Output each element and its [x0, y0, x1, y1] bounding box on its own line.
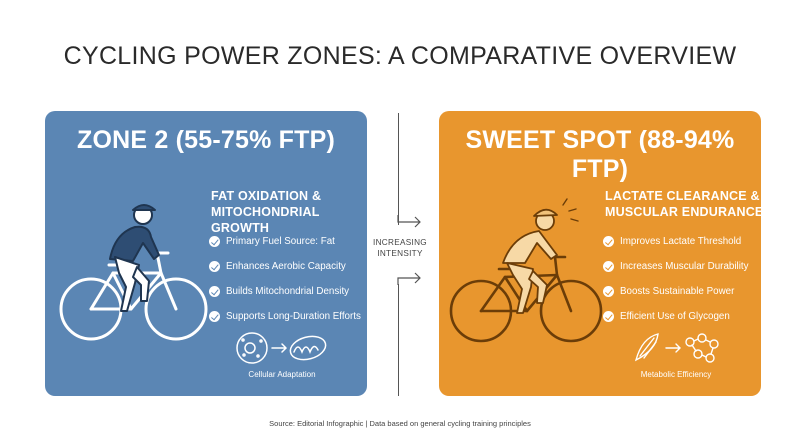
- zone2-icon-label: Cellular Adaptation: [248, 370, 316, 379]
- list-item: Boosts Sustainable Power: [603, 279, 761, 304]
- arrow-right-icon: [397, 215, 421, 228]
- page-title: CYCLING POWER ZONES: A COMPARATIVE OVERV…: [63, 42, 737, 70]
- mitochondria-icon: [236, 332, 327, 364]
- check-circle-icon: [209, 261, 220, 272]
- arrow-right-icon: [397, 272, 421, 285]
- check-circle-icon: [209, 286, 220, 297]
- zone2-feature-list: Primary Fuel Source: Fat Enhances Aerobi…: [209, 229, 367, 329]
- sweet-spot-heading: SWEET SPOT (88-94% FTP): [465, 126, 735, 183]
- check-circle-icon: [603, 286, 614, 297]
- list-item: Increases Muscular Durability: [603, 254, 761, 279]
- divider-line: [398, 284, 399, 396]
- check-circle-icon: [209, 236, 220, 247]
- source-note: Source: Editorial Infographic | Data bas…: [269, 419, 531, 428]
- check-circle-icon: [603, 261, 614, 272]
- cyclist-effort-icon: [449, 198, 603, 343]
- sweet-spot-subtitle: LACTATE CLEARANCE & MUSCULAR ENDURANCE: [605, 189, 761, 219]
- list-item: Enhances Aerobic Capacity: [209, 254, 367, 279]
- muscle-molecule-icon: [634, 333, 719, 363]
- list-item: Efficient Use of Glycogen: [603, 304, 761, 329]
- list-item: Supports Long-Duration Efforts: [209, 304, 367, 329]
- cyclist-relaxed-icon: [59, 204, 208, 341]
- zone2-card: ZONE 2 (55-75% FTP) FAT OXIDATION & MITO…: [45, 111, 367, 396]
- sweet-spot-feature-list: Improves Lactate Threshold Increases Mus…: [603, 229, 761, 329]
- divider-line: [398, 113, 399, 225]
- list-item: Builds Mitochondrial Density: [209, 279, 367, 304]
- list-item: Primary Fuel Source: Fat: [209, 229, 367, 254]
- check-circle-icon: [603, 236, 614, 247]
- check-circle-icon: [603, 311, 614, 322]
- sweet-spot-icon-label: Metabolic Efficiency: [640, 370, 712, 379]
- check-circle-icon: [209, 311, 220, 322]
- intensity-label: INCREASING INTENSITY: [373, 238, 427, 258]
- list-item: Improves Lactate Threshold: [603, 229, 761, 254]
- zone2-heading: ZONE 2 (55-75% FTP): [76, 126, 336, 154]
- sweet-spot-card: SWEET SPOT (88-94% FTP) LACTATE CLEARANC…: [439, 111, 761, 396]
- zone2-subtitle: FAT OXIDATION & MITOCHONDRIAL GROWTH: [211, 189, 322, 235]
